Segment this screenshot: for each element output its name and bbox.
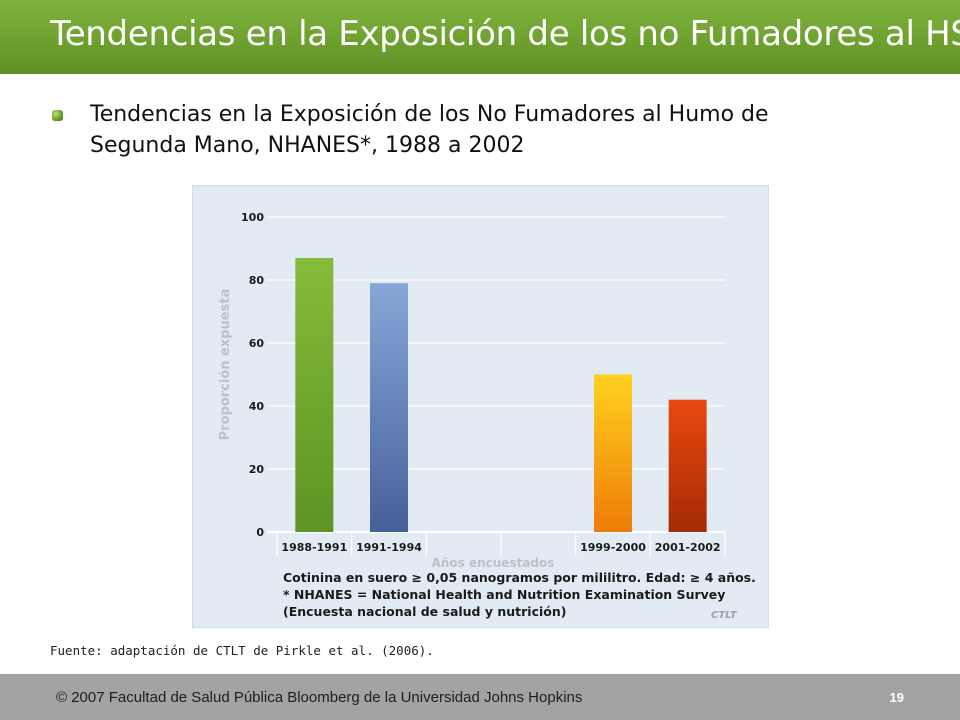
chart-notes: Cotinina en suero ≥ 0,05 nanogramos por … bbox=[283, 569, 756, 620]
y-tick-label: 0 bbox=[256, 526, 264, 539]
y-tick-label: 40 bbox=[249, 400, 265, 413]
y-tick-label: 60 bbox=[249, 337, 265, 350]
chart-panel: 0 20 40 60 80 100 1988-1991 1991-1994 1999-2000 2… bbox=[192, 185, 769, 628]
y-axis-title: Proporción expuesta bbox=[218, 289, 233, 441]
copyright-text: © 2007 Facultad de Salud Pública Bloombe… bbox=[56, 689, 583, 706]
slide-title: Tendencias en la Exposición de los no Fu… bbox=[50, 14, 960, 54]
bar bbox=[594, 374, 632, 532]
source-citation: Fuente: adaptación de CTLT de Pirkle et … bbox=[50, 643, 434, 658]
bar-chart: 0 20 40 60 80 100 1988-1991 1991-1994 1999-2000 2… bbox=[218, 211, 726, 570]
slide-subtitle: Tendencias en la Exposición de los No Fu… bbox=[90, 102, 769, 158]
bar bbox=[295, 257, 334, 532]
y-tick-label: 100 bbox=[241, 211, 264, 224]
y-tick-label: 80 bbox=[249, 274, 265, 287]
x-tick-label: 2001-2002 bbox=[655, 541, 721, 554]
footer-bar: © 2007 Facultad de Salud Pública Bloombe… bbox=[0, 674, 960, 720]
x-tick-label: 1988-1991 bbox=[281, 541, 347, 554]
bar bbox=[668, 399, 707, 532]
x-tick-label: 1991-1994 bbox=[356, 541, 422, 554]
bar bbox=[370, 283, 408, 532]
chart-note: * NHANES = National Health and Nutrition… bbox=[283, 587, 726, 602]
y-tick-label: 20 bbox=[249, 463, 265, 476]
title-bar: Tendencias en la Exposición de los no Fu… bbox=[0, 0, 960, 74]
page-number: 19 bbox=[889, 690, 904, 705]
logo-text: CTLT bbox=[711, 610, 737, 621]
chart-note: Cotinina en suero ≥ 0,05 nanogramos por … bbox=[283, 570, 756, 585]
bullet-icon bbox=[52, 110, 63, 121]
ctlt-logo: CTLT bbox=[711, 610, 737, 621]
x-tick-label: 1999-2000 bbox=[580, 541, 646, 554]
x-axis-title: Años encuestados bbox=[432, 556, 555, 570]
chart-note: (Encuesta nacional de salud y nutrición) bbox=[283, 604, 567, 619]
